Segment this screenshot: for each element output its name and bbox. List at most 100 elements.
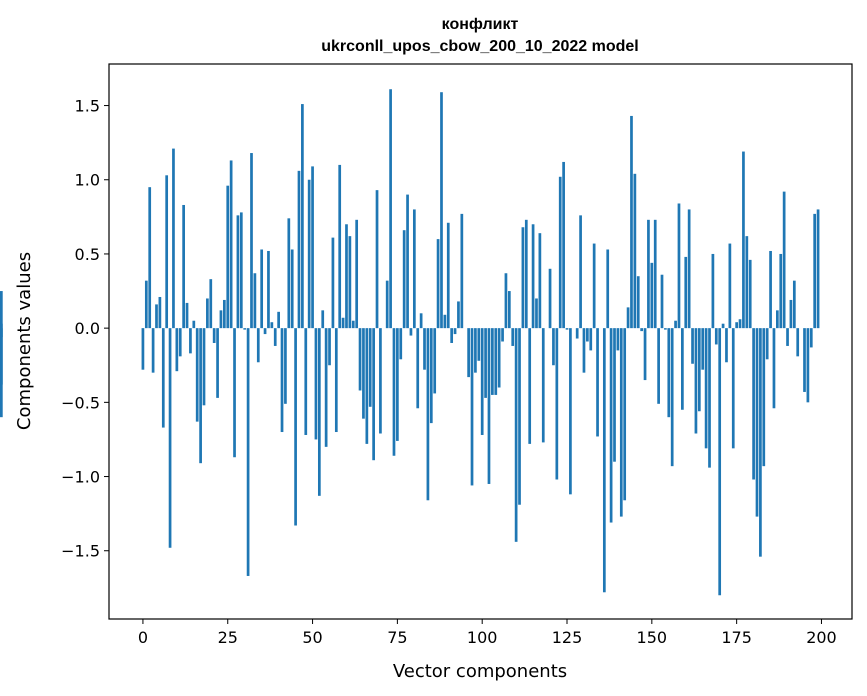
bar — [358, 328, 362, 391]
bar — [243, 328, 247, 330]
bar — [185, 302, 189, 329]
bar — [304, 328, 308, 435]
bar — [531, 224, 535, 329]
bar — [626, 307, 630, 329]
bar — [287, 218, 291, 329]
bar — [809, 328, 813, 348]
bar — [389, 89, 392, 329]
bar — [375, 190, 379, 329]
bar — [396, 328, 399, 441]
bar — [657, 328, 660, 404]
bar — [511, 328, 515, 346]
bar — [687, 209, 691, 329]
bar — [256, 328, 260, 363]
bar — [192, 320, 196, 329]
bar — [0, 323, 3, 329]
bar — [250, 153, 253, 329]
bar — [667, 328, 671, 418]
bar — [745, 236, 749, 329]
bar — [460, 213, 464, 329]
bar — [660, 274, 664, 329]
bar — [467, 328, 470, 378]
bar — [0, 291, 3, 329]
bar — [748, 259, 752, 329]
bar — [779, 253, 783, 329]
bar — [792, 280, 796, 329]
bar — [684, 256, 688, 329]
bar — [273, 328, 277, 346]
bar — [202, 328, 206, 406]
bar — [602, 328, 606, 593]
y-axis-label: Components values — [14, 252, 35, 430]
x-tick-label: 25 — [218, 628, 238, 647]
bar — [497, 328, 501, 388]
bar — [178, 328, 182, 357]
bar — [735, 322, 738, 329]
bar — [267, 250, 270, 329]
bar — [813, 213, 817, 329]
bar — [670, 328, 674, 467]
bar — [640, 328, 644, 332]
bar — [168, 328, 172, 548]
bar — [0, 328, 3, 385]
bar — [246, 328, 250, 576]
bar — [416, 328, 420, 409]
bar — [701, 328, 705, 370]
bar — [714, 328, 718, 345]
bar — [786, 328, 789, 346]
x-tick-label: 175 — [721, 628, 752, 647]
y-tick-label: 0.0 — [75, 319, 100, 338]
bar — [474, 328, 477, 373]
bar — [351, 320, 355, 329]
bar — [341, 317, 345, 329]
bar — [446, 222, 450, 329]
bar — [161, 328, 165, 428]
bar — [609, 328, 613, 523]
y-tick-label: 0.5 — [75, 245, 100, 264]
bar — [436, 239, 440, 329]
bar — [412, 209, 416, 329]
bar — [294, 328, 297, 526]
bar — [222, 299, 226, 329]
x-tick-label: 100 — [467, 628, 498, 647]
bar — [453, 328, 457, 335]
bar — [643, 328, 647, 381]
bar — [691, 328, 694, 364]
bar — [195, 328, 199, 422]
bar — [501, 328, 504, 342]
bar — [562, 161, 565, 329]
bar — [399, 328, 403, 360]
bar — [708, 328, 711, 468]
bar — [491, 328, 494, 395]
bar — [575, 328, 579, 339]
bar — [324, 328, 328, 447]
bar — [263, 328, 267, 335]
bar — [616, 328, 620, 351]
bar — [728, 243, 732, 329]
bar — [355, 219, 359, 329]
bar — [158, 296, 162, 329]
bar — [796, 328, 800, 357]
y-tick-label: −1.5 — [61, 542, 100, 561]
bar — [816, 209, 820, 329]
bar — [429, 328, 433, 424]
bar — [239, 212, 243, 329]
bar — [759, 328, 762, 557]
bar — [755, 328, 759, 517]
bar — [504, 273, 508, 329]
bar — [419, 313, 423, 329]
bar — [484, 328, 487, 398]
bar — [650, 262, 654, 329]
bar — [782, 191, 786, 329]
bar — [806, 328, 810, 403]
bar — [528, 328, 532, 444]
bar — [552, 328, 555, 366]
bar — [653, 219, 657, 329]
bar — [776, 310, 779, 329]
bar — [623, 328, 627, 501]
bar — [433, 328, 437, 394]
bar — [518, 328, 521, 505]
bar — [480, 328, 484, 435]
y-tick-label: −1.0 — [61, 468, 100, 487]
